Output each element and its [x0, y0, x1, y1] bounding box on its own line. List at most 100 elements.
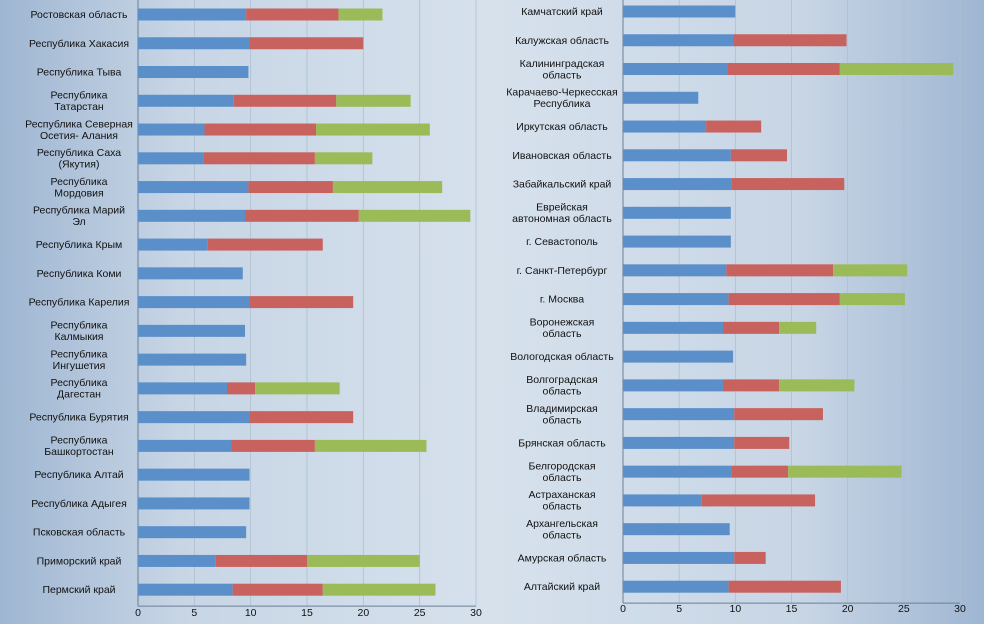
bar-segment-series-1 [623, 91, 699, 104]
category-label: Алтайский край [524, 581, 600, 593]
category-label: Забайкальский край [513, 179, 612, 191]
category-label: Республика Карелия [29, 297, 130, 309]
x-tick-label: 5 [676, 603, 682, 615]
category-label: Иркутская область [516, 121, 608, 133]
bar-segment-series-2 [730, 149, 788, 162]
bar-segment-series-3 [316, 123, 430, 136]
bar-segment-series-2 [731, 178, 845, 191]
bar-segment-series-2 [249, 411, 354, 424]
bar-segment-series-1 [138, 296, 250, 309]
bar-segment-series-2 [204, 123, 317, 136]
category-label: Республика Татарстан [51, 90, 108, 114]
x-tick-label: 25 [414, 607, 426, 619]
category-label: Республика Башкортостан [44, 435, 114, 459]
bar-segment-series-2 [726, 264, 834, 277]
bar-segment-series-2 [722, 321, 780, 334]
bar-segment-series-1 [623, 5, 736, 18]
bar-segment-series-2 [731, 465, 789, 478]
bar-segment-series-1 [138, 439, 232, 452]
bar-segment-series-1 [623, 321, 723, 334]
bar-segment-series-1 [138, 37, 250, 50]
category-label: Республика Мордовия [51, 176, 108, 200]
category-label: Республика Крым [36, 239, 123, 251]
x-tick-label: 10 [245, 607, 257, 619]
bar-segment-series-2 [733, 34, 847, 47]
bar-segment-series-2 [727, 63, 840, 76]
category-label: Карачаево-Черкесская Республика [506, 87, 617, 111]
bar-segment-series-3 [788, 465, 902, 478]
category-label: Республика Алтай [34, 469, 123, 481]
bar-segment-series-2 [728, 580, 841, 593]
x-tick-label: 20 [842, 603, 854, 615]
bar-segment-series-1 [623, 580, 729, 593]
bar-segment-series-2 [734, 408, 823, 421]
bar-segment-series-1 [138, 554, 216, 567]
category-label: Вологодская область [510, 351, 614, 363]
category-label: Белгородская область [528, 460, 595, 484]
bar-segment-series-3 [322, 583, 436, 596]
bar-segment-series-2 [246, 8, 339, 21]
bar-segment-series-1 [623, 436, 735, 449]
bar-segment-series-1 [138, 497, 250, 510]
bar-segment-series-1 [623, 350, 734, 363]
category-label: Ростовская область [30, 9, 128, 21]
bar-segment-series-3 [358, 209, 471, 222]
x-tick-label: 30 [954, 603, 966, 615]
bar-segment-series-2 [249, 37, 364, 50]
bar-segment-series-1 [138, 583, 233, 596]
bar-segment-series-1 [623, 34, 734, 47]
category-label: Волгоградская область [526, 374, 597, 398]
bar-segment-series-2 [203, 152, 315, 165]
bar-segment-series-1 [623, 379, 723, 392]
bar-segment-series-3 [336, 94, 411, 107]
bar-segment-series-2 [227, 382, 256, 395]
bar-segment-series-1 [138, 468, 250, 481]
bar-segment-series-1 [623, 120, 707, 133]
bar-segment-series-3 [255, 382, 340, 395]
x-tick-label: 20 [357, 607, 369, 619]
bar-segment-series-1 [138, 526, 247, 539]
category-label: Пермский край [42, 584, 115, 596]
category-label: Республика Дагестан [51, 377, 108, 401]
bar-segment-series-2 [722, 379, 780, 392]
bar-segment-series-3 [839, 293, 905, 306]
bar-segment-series-2 [248, 181, 333, 194]
bar-segment-series-1 [623, 465, 732, 478]
bar-segment-series-1 [623, 293, 729, 306]
category-label: г. Санкт-Петербург [517, 265, 608, 277]
category-label: Приморский край [37, 555, 122, 567]
category-label: Владимирская область [526, 403, 598, 427]
bar-segment-series-1 [623, 494, 702, 507]
bar-segment-series-2 [232, 583, 323, 596]
bar-segment-series-3 [314, 152, 373, 165]
x-tick-label: 25 [898, 603, 910, 615]
bar-segment-series-1 [623, 551, 735, 564]
category-label: Псковская область [33, 527, 126, 539]
bar-segment-series-2 [207, 238, 323, 251]
bar-segment-series-2 [233, 94, 337, 107]
bar-segment-series-2 [215, 554, 307, 567]
bar-segment-series-1 [138, 209, 246, 222]
bar-segment-series-3 [332, 181, 443, 194]
bar-segment-series-1 [138, 267, 243, 280]
bar-segment-series-1 [138, 8, 247, 21]
bar-segment-series-1 [138, 353, 247, 366]
category-label: Республика Бурятия [29, 412, 128, 424]
category-label: Воронежская область [530, 317, 595, 341]
bar-segment-series-1 [138, 181, 249, 194]
bar-segment-series-2 [231, 439, 315, 452]
category-label: Калужская область [515, 35, 609, 47]
bar-segment-series-3 [314, 439, 427, 452]
bar-segment-series-1 [623, 206, 731, 219]
bar-segment-series-3 [779, 379, 855, 392]
category-label: г. Севастополь [526, 236, 598, 248]
category-label: Астраханская область [528, 489, 595, 513]
category-label: Республика Адыгея [31, 498, 127, 510]
category-label: Республика Коми [37, 268, 122, 280]
bar-segment-series-2 [245, 209, 359, 222]
category-label: Республика Ингушетия [51, 348, 108, 372]
bar-segment-series-3 [338, 8, 383, 21]
bar-segment-series-3 [779, 321, 817, 334]
bar-segment-series-1 [623, 235, 731, 248]
